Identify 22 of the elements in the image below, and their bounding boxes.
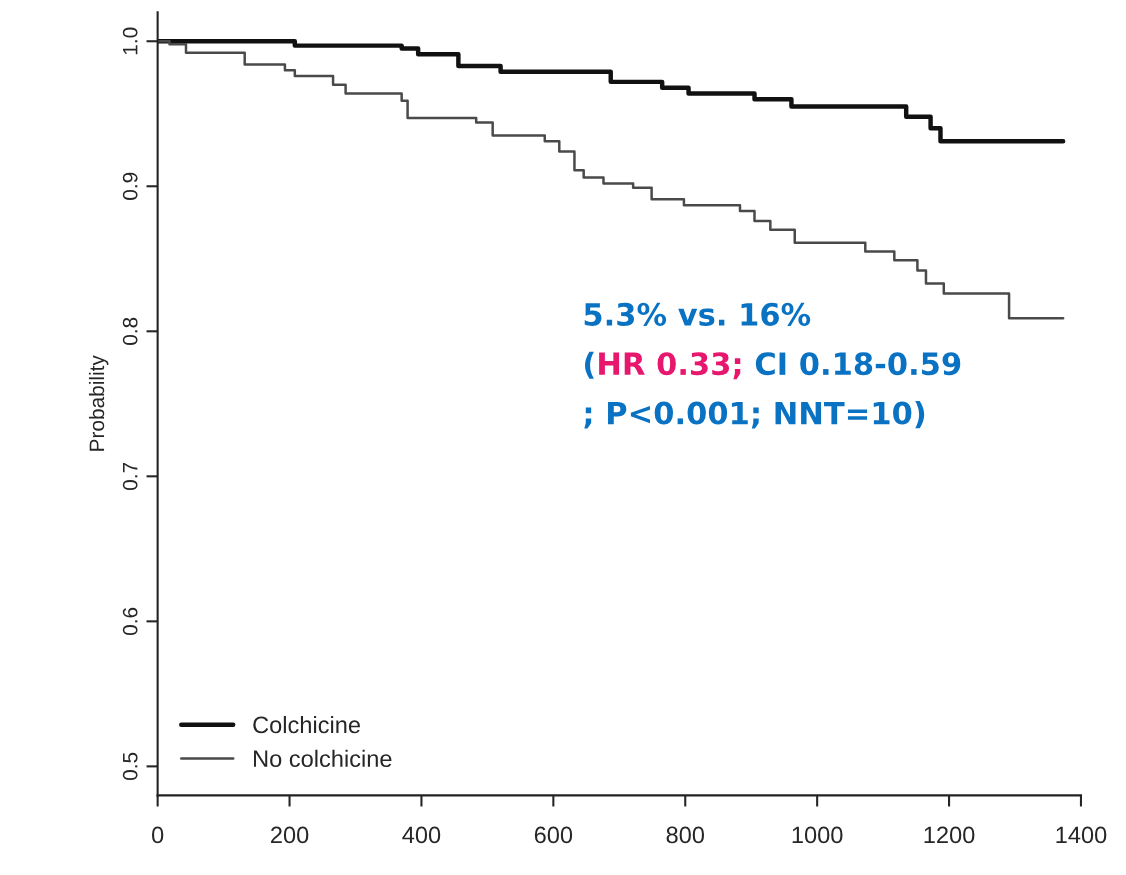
x-tick-label: 800 xyxy=(666,826,705,844)
y-tick-label: 0.6 xyxy=(122,607,138,636)
y-axis-title: Probability xyxy=(88,355,109,451)
legend-label: No colchicine xyxy=(254,749,392,768)
annotation: 5.3% vs. 16% xyxy=(584,302,811,326)
annotation: CI 0.18-0.59 xyxy=(755,352,961,376)
x-tick-label: 0 xyxy=(152,826,164,844)
y-tick-label: 0.9 xyxy=(122,172,138,200)
x-tick-label: 1000 xyxy=(792,826,843,844)
annotation: ( xyxy=(584,351,594,379)
x-tick-label: 600 xyxy=(534,826,573,844)
y-tick-label: 0.5 xyxy=(122,752,138,781)
x-tick-label: 1400 xyxy=(1056,826,1107,844)
legend-label: Colchicine xyxy=(253,715,360,734)
x-tick-label: 1200 xyxy=(924,826,975,844)
annotation: ; P<0.001; NNT=10) xyxy=(584,400,925,429)
x-tick-label: 200 xyxy=(271,826,309,844)
y-tick-label: 1.0 xyxy=(122,27,138,55)
annotation: HR 0.33; xyxy=(599,352,741,380)
y-tick-label: 0.8 xyxy=(122,317,138,345)
y-tick-label: 0.7 xyxy=(122,462,138,490)
x-tick-label: 400 xyxy=(402,826,441,844)
